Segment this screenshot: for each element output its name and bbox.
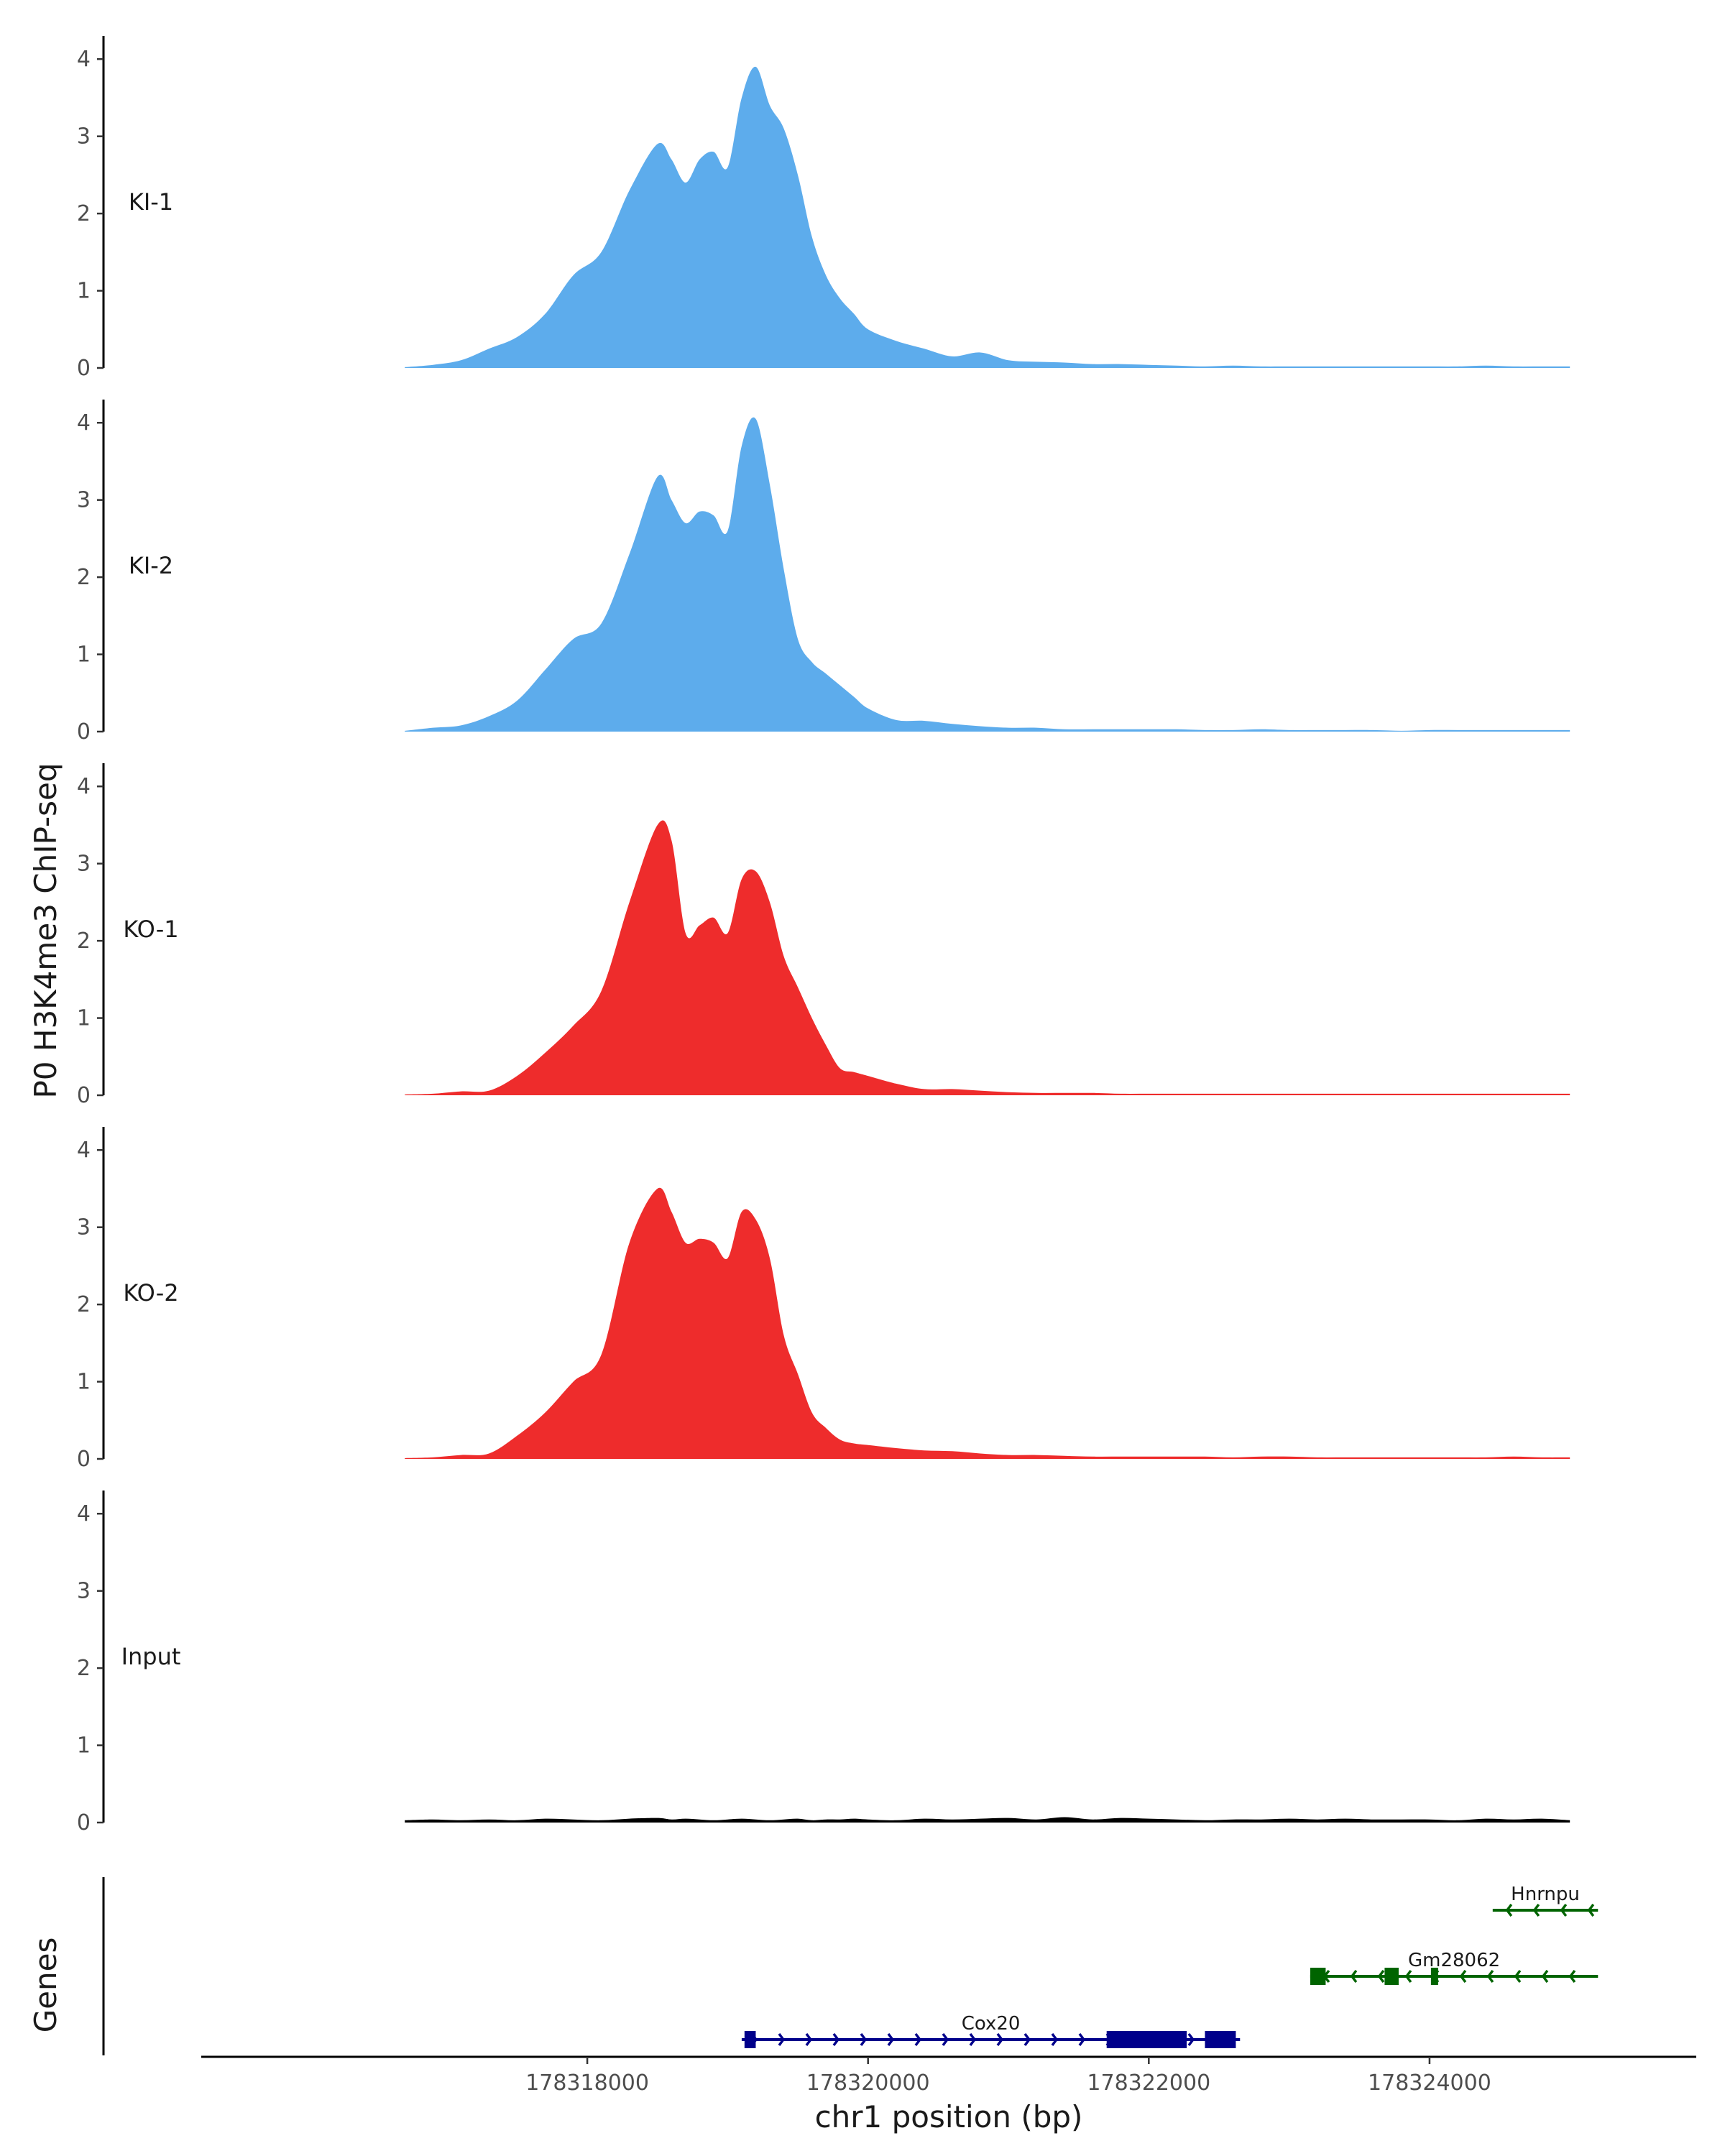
strand-arrow: [1459, 1969, 1467, 1984]
strand-arrow: [1505, 1903, 1513, 1917]
y-tick-label: 2: [77, 1292, 91, 1317]
track-ki-1: 0 1 2 3 4 KI-1: [77, 36, 1570, 381]
signal-area-ki-2: [405, 417, 1570, 732]
exon-block: [744, 2031, 756, 2048]
y-tick-label: 3: [77, 488, 91, 513]
strand-arrow: [1404, 1969, 1412, 1984]
exon-block: [1430, 1968, 1438, 1985]
y-tick-label: 2: [77, 201, 91, 226]
genes-track-title: Genes: [28, 1938, 63, 2033]
y-tick-label: 4: [77, 410, 91, 436]
y-tick-label: 4: [77, 1501, 91, 1526]
strand-arrow: [996, 2032, 1004, 2047]
strand-arrow: [1078, 2032, 1086, 2047]
y-tick-label: 2: [77, 1656, 91, 1681]
strand-arrow: [942, 2032, 949, 2047]
y-tick-label: 2: [77, 565, 91, 590]
strand-arrow: [1532, 1903, 1540, 1917]
x-axis-title: chr1 position (bp): [815, 2099, 1083, 2134]
strand-arrow: [887, 2032, 895, 2047]
y-tick-label: 1: [77, 1733, 91, 1759]
track-ko-1: 0 1 2 3 4 KO-1: [77, 763, 1570, 1108]
y-tick-label: 1: [77, 642, 91, 668]
gene-label: Cox20: [962, 2013, 1021, 2035]
y-tick-label: 0: [77, 1447, 91, 1472]
gene-label: Gm28062: [1408, 1950, 1500, 1971]
y-tick-label: 1: [77, 1370, 91, 1395]
signal-area-ko-2: [405, 1187, 1570, 1459]
y-tick-label: 0: [77, 719, 91, 745]
gene-hnrnpu: Hnrnpu: [1492, 1884, 1598, 1917]
exon-block: [1106, 2031, 1187, 2048]
track-ki-2: 0 1 2 3 4 KI-2: [77, 400, 1570, 745]
track-label: Input: [121, 1643, 181, 1670]
strand-arrow: [1568, 1969, 1576, 1984]
genes-track: Genes Cox20 Gm28062 Hnrnpu: [28, 1877, 1598, 2055]
y-tick-label: 3: [77, 1215, 91, 1240]
y-tick-label: 4: [77, 1138, 91, 1163]
y-tick-label: 0: [77, 356, 91, 381]
y-tick-label: 3: [77, 1579, 91, 1604]
strand-arrow: [860, 2032, 868, 2047]
exon-block: [1310, 1968, 1326, 1985]
y-tick-label: 0: [77, 1810, 91, 1835]
strand-arrow: [914, 2032, 922, 2047]
track-label: KO-2: [123, 1279, 178, 1307]
strand-arrow: [969, 2032, 977, 2047]
signal-area-ko-1: [405, 820, 1570, 1095]
strand-arrow: [1486, 1969, 1494, 1984]
strand-arrow: [832, 2032, 840, 2047]
track-input: 0 1 2 3 4 Input: [77, 1491, 1570, 1835]
strand-arrow: [1024, 2032, 1031, 2047]
gene-label: Hnrnpu: [1511, 1884, 1580, 1905]
gene-gm28062: Gm28062: [1310, 1950, 1598, 1985]
track-label: KI-1: [129, 188, 173, 216]
track-label: KO-1: [123, 916, 178, 943]
exon-block: [1205, 2031, 1236, 2048]
signal-tracks: 0 1 2 3 4 KI-1 0 1 2 3 4 KI-2 0 1 2 3 4 KO-1 0 1 2 3 4 KO-2 0 1 2 3…: [77, 36, 1570, 1835]
signal-area-ki-1: [405, 66, 1570, 368]
y-tick-label: 1: [77, 1006, 91, 1031]
signal-area-input: [405, 1817, 1570, 1823]
y-tick-label: 0: [77, 1083, 91, 1108]
x-tick-label: 178320000: [806, 2070, 930, 2096]
gene-cox20: Cox20: [741, 2013, 1241, 2048]
exon-block: [1384, 1968, 1399, 1985]
x-tick-label: 178318000: [525, 2070, 649, 2096]
track-ko-2: 0 1 2 3 4 KO-2: [77, 1127, 1570, 1472]
x-axis: 178318000 178320000 178322000 178324000: [201, 2055, 1696, 2096]
y-tick-label: 3: [77, 852, 91, 877]
strand-arrow: [1377, 1969, 1385, 1984]
strand-arrow: [1350, 1969, 1358, 1984]
y-tick-label: 2: [77, 929, 91, 954]
track-label: KI-2: [129, 552, 173, 579]
x-tick-label: 178322000: [1087, 2070, 1210, 2096]
strand-arrow: [1187, 2032, 1195, 2047]
strand-arrow: [1051, 2032, 1059, 2047]
strand-arrow: [805, 2032, 813, 2047]
y-tick-label: 3: [77, 124, 91, 149]
strand-arrow: [1541, 1969, 1549, 1984]
strand-arrow: [1560, 1903, 1568, 1917]
y-tick-label: 1: [77, 279, 91, 304]
strand-arrow: [778, 2032, 786, 2047]
y-axis-title: P0 H3K4me3 ChIP-seq: [28, 763, 63, 1098]
strand-arrow: [1587, 1903, 1595, 1917]
y-tick-label: 4: [77, 774, 91, 799]
y-tick-label: 4: [77, 47, 91, 72]
strand-arrow: [1514, 1969, 1522, 1984]
x-tick-label: 178324000: [1368, 2070, 1491, 2096]
